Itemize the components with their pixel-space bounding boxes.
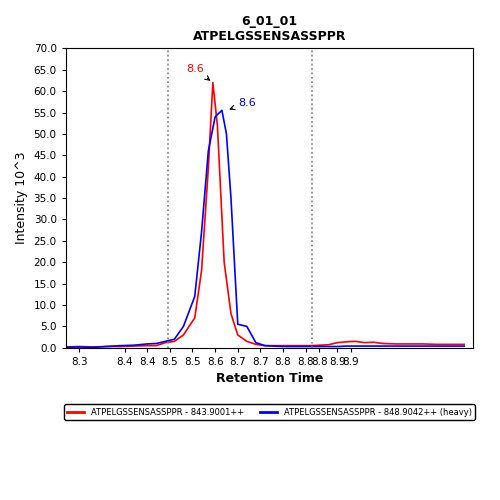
Text: 8.6: 8.6 bbox=[230, 98, 256, 110]
Legend: ATPELGSSENSASSPPR - 843.9001++, ATPELGSSENSASSPPR - 848.9042++ (heavy): ATPELGSSENSASSPPR - 843.9001++, ATPELGSS… bbox=[64, 404, 475, 420]
Text: 8.6: 8.6 bbox=[186, 64, 210, 80]
X-axis label: Retention Time: Retention Time bbox=[216, 372, 323, 386]
Title: 6_01_01
ATPELGSSENSASSPPR: 6_01_01 ATPELGSSENSASSPPR bbox=[192, 15, 346, 43]
Y-axis label: Intensity 10^3: Intensity 10^3 bbox=[15, 152, 28, 244]
